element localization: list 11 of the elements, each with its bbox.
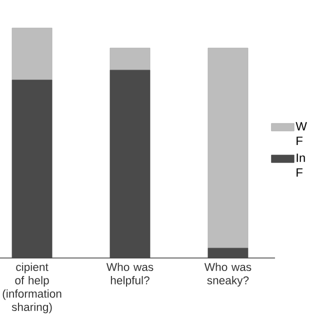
bar	[110, 70, 150, 258]
legend-label: W F	[296, 122, 307, 145]
legend-label: In F	[296, 154, 305, 177]
bar	[12, 28, 52, 80]
bar	[110, 48, 150, 70]
x-tick-label: Who was sneaky?	[204, 262, 252, 287]
bar	[12, 80, 52, 258]
bar	[208, 48, 248, 248]
x-tick-label: cipient of help (information sharing)	[2, 262, 62, 314]
bar	[208, 248, 248, 258]
x-tick-label: Who was helpful?	[106, 262, 154, 287]
